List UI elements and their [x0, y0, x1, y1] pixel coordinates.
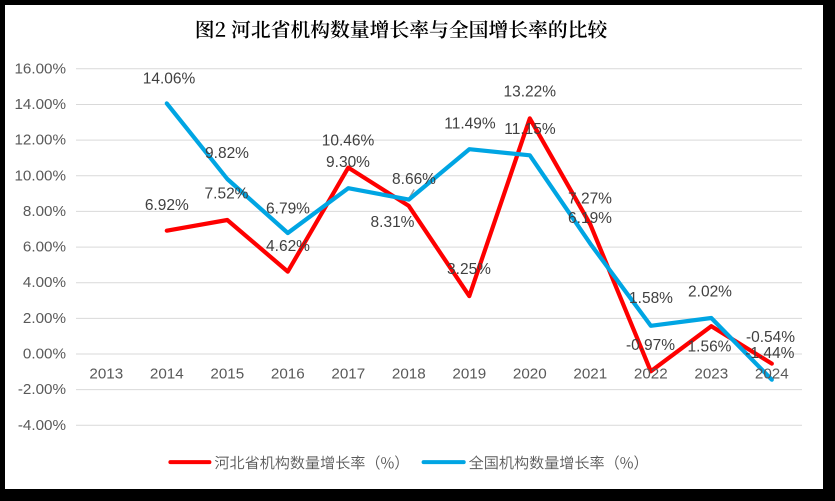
svg-text:2.02%: 2.02%	[688, 284, 732, 301]
svg-text:14.06%: 14.06%	[143, 71, 196, 88]
svg-text:2014: 2014	[150, 365, 184, 382]
svg-text:-4.00%: -4.00%	[18, 417, 66, 434]
svg-text:10.00%: 10.00%	[14, 167, 66, 184]
svg-text:2023: 2023	[694, 365, 728, 382]
svg-text:2013: 2013	[89, 365, 123, 382]
svg-text:2022: 2022	[634, 365, 668, 382]
svg-text:6.00%: 6.00%	[23, 239, 66, 256]
svg-text:2017: 2017	[331, 365, 365, 382]
svg-text:6.19%: 6.19%	[568, 210, 612, 227]
svg-text:6.92%: 6.92%	[145, 197, 189, 214]
svg-text:4.62%: 4.62%	[266, 238, 310, 255]
svg-text:-0.54%: -0.54%	[746, 329, 795, 346]
svg-text:-1.44%: -1.44%	[745, 345, 794, 362]
svg-text:11.15%: 11.15%	[504, 121, 556, 138]
svg-text:6.79%: 6.79%	[266, 201, 310, 218]
svg-text:7.27%: 7.27%	[568, 191, 612, 208]
svg-text:12.00%: 12.00%	[14, 132, 66, 149]
svg-text:3.25%: 3.25%	[447, 261, 491, 278]
svg-text:2021: 2021	[573, 365, 607, 382]
svg-text:14.00%: 14.00%	[14, 96, 66, 113]
svg-text:2015: 2015	[210, 365, 244, 382]
svg-text:8.00%: 8.00%	[23, 203, 66, 220]
svg-text:2016: 2016	[271, 365, 305, 382]
svg-text:1.56%: 1.56%	[688, 339, 732, 356]
svg-text:2024: 2024	[755, 365, 789, 382]
svg-text:16.00%: 16.00%	[14, 60, 66, 77]
svg-text:-2.00%: -2.00%	[18, 381, 66, 398]
svg-text:1.58%: 1.58%	[629, 290, 673, 307]
svg-text:9.30%: 9.30%	[326, 154, 370, 171]
svg-text:0.00%: 0.00%	[23, 346, 66, 363]
svg-text:2018: 2018	[392, 365, 426, 382]
svg-text:7.52%: 7.52%	[205, 186, 249, 203]
svg-text:2020: 2020	[513, 365, 547, 382]
svg-text:8.66%: 8.66%	[392, 171, 436, 188]
svg-text:10.46%: 10.46%	[322, 133, 375, 150]
svg-text:-0.97%: -0.97%	[626, 337, 675, 354]
svg-text:13.22%: 13.22%	[504, 84, 557, 101]
svg-text:2.00%: 2.00%	[23, 310, 66, 327]
svg-text:8.31%: 8.31%	[371, 214, 415, 231]
svg-text:4.00%: 4.00%	[23, 274, 66, 291]
svg-text:2019: 2019	[452, 365, 486, 382]
svg-text:9.82%: 9.82%	[205, 145, 249, 162]
svg-text:11.49%: 11.49%	[444, 116, 496, 133]
